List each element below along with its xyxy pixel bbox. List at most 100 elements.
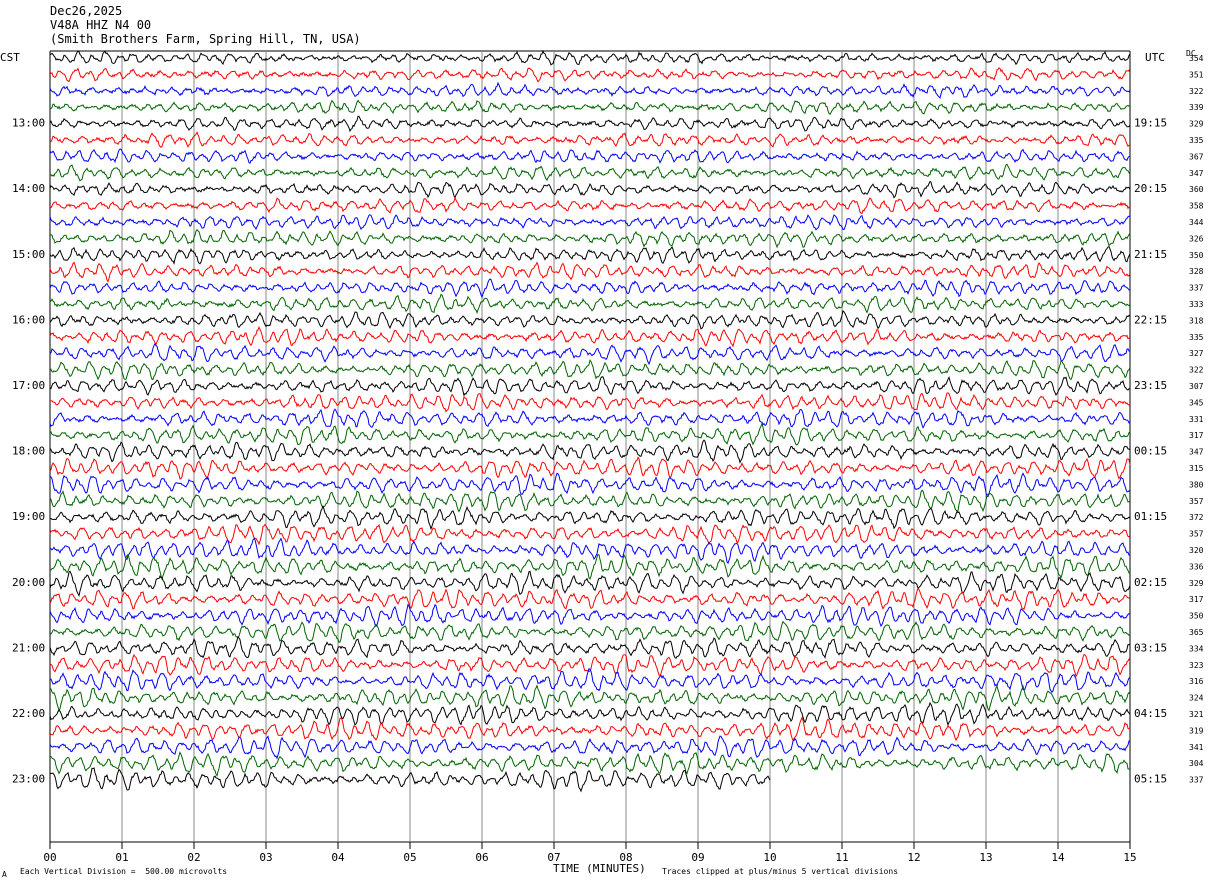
right-hour-label: 03:15 <box>1134 641 1167 654</box>
left-hour-label: 13:00 <box>12 117 45 130</box>
x-tick-label: 08 <box>619 851 632 864</box>
left-hour-label: 23:00 <box>12 773 45 786</box>
left-timezone-label: CST <box>0 51 20 64</box>
seismogram-trace <box>49 325 1131 348</box>
right-hour-label: 21:15 <box>1134 248 1167 261</box>
dc-offset-label: 380 <box>1189 480 1204 489</box>
x-tick-label: 00 <box>43 851 56 864</box>
right-hour-label: 19:15 <box>1134 117 1167 130</box>
dc-offset-label: 321 <box>1189 710 1204 719</box>
dc-offset-label: 357 <box>1189 497 1204 506</box>
x-tick-label: 01 <box>115 851 128 864</box>
dc-offset-label: 350 <box>1189 612 1204 621</box>
dc-offset-label: 344 <box>1189 218 1204 227</box>
left-hour-label: 20:00 <box>12 576 45 589</box>
dc-offset-label: 335 <box>1189 136 1204 145</box>
seismogram-trace <box>49 537 1131 565</box>
dc-offset-label: 316 <box>1189 677 1204 686</box>
division-note: Each Vertical Division = 500.00 microvol… <box>20 867 228 876</box>
seismogram-trace <box>50 504 1131 531</box>
dc-offset-label: 365 <box>1189 628 1204 637</box>
seismogram-trace <box>49 684 1131 713</box>
seismogram-trace <box>49 131 1131 148</box>
left-hour-label: 17:00 <box>12 379 45 392</box>
dc-offset-label: 304 <box>1189 759 1204 768</box>
seismogram-trace <box>49 751 1131 777</box>
dc-offset-label: 317 <box>1189 431 1204 440</box>
dc-offset-label: 333 <box>1189 300 1204 309</box>
left-hour-label: 16:00 <box>12 313 45 326</box>
right-timezone-label: UTC <box>1145 51 1165 64</box>
seismogram-trace <box>49 735 1131 760</box>
left-hour-label: 21:00 <box>12 641 45 654</box>
dc-offset-label: 357 <box>1189 530 1204 539</box>
seismogram-trace <box>49 376 1131 397</box>
x-tick-label: 14 <box>1051 851 1065 864</box>
seismogram-trace <box>49 309 1131 330</box>
x-tick-label: 10 <box>763 851 776 864</box>
seismogram-trace <box>49 278 1131 299</box>
clip-note: Traces clipped at plus/minus 5 vertical … <box>662 867 899 876</box>
dc-offset-label: 360 <box>1189 185 1204 194</box>
dc-offset-label: 337 <box>1189 284 1204 293</box>
right-hour-label: 23:15 <box>1134 379 1167 392</box>
seismogram-trace <box>49 293 1131 315</box>
seismogram-trace <box>49 456 1131 480</box>
left-hour-label: 15:00 <box>12 248 45 261</box>
seismogram-trace <box>49 489 1131 513</box>
x-axis-label: TIME (MINUTES) <box>553 862 646 875</box>
dc-offset-label: 350 <box>1189 251 1204 260</box>
right-hour-label: 05:15 <box>1134 773 1167 786</box>
x-tick-label: 11 <box>835 851 848 864</box>
dc-offset-label: 372 <box>1189 513 1204 522</box>
left-hour-label: 22:00 <box>12 707 45 720</box>
seismogram-trace <box>49 392 1131 413</box>
seismogram-trace <box>49 115 1131 133</box>
x-tick-label: 04 <box>331 851 345 864</box>
station-label: V48A HHZ N4 00 <box>50 18 152 32</box>
seismogram-trace <box>49 49 1131 66</box>
seismogram-trace <box>49 342 1131 366</box>
dc-offset-label: 326 <box>1189 234 1204 243</box>
right-hour-label: 00:15 <box>1134 445 1167 458</box>
seismogram-trace <box>49 261 1131 283</box>
dc-offset-label: 336 <box>1189 562 1204 571</box>
dc-offset-label: 331 <box>1189 415 1204 424</box>
x-tick-label: 15 <box>1123 851 1136 864</box>
left-hour-label: 14:00 <box>12 182 45 195</box>
dc-offset-label: 315 <box>1189 464 1204 473</box>
dc-offset-label: 328 <box>1189 267 1204 276</box>
seismogram-trace <box>49 620 1131 643</box>
right-hour-label: 04:15 <box>1134 707 1167 720</box>
dc-offset-label: 367 <box>1189 152 1204 161</box>
seismogram-trace <box>49 81 1131 99</box>
dc-offset-label: 347 <box>1189 169 1204 178</box>
dc-offset-label: 337 <box>1189 776 1204 785</box>
seismogram-trace <box>49 523 1131 546</box>
dc-offset-label: 339 <box>1189 103 1204 112</box>
seismogram-trace <box>49 716 1131 742</box>
x-tick-label: 07 <box>547 851 560 864</box>
left-hour-label: 18:00 <box>12 445 45 458</box>
seismogram-trace <box>49 570 1131 598</box>
dc-offset-label: 335 <box>1189 333 1204 342</box>
right-hour-label: 20:15 <box>1134 182 1167 195</box>
dc-offset-label: 324 <box>1189 694 1204 703</box>
seismogram-trace <box>49 408 1131 429</box>
dc-offset-label: 327 <box>1189 349 1204 358</box>
seismogram-trace <box>49 553 1131 581</box>
right-hour-label: 01:15 <box>1134 510 1167 523</box>
seismogram-trace <box>49 196 1131 215</box>
x-tick-label: 02 <box>187 851 200 864</box>
seismogram-trace <box>49 180 1131 200</box>
dc-offset-label: 320 <box>1189 546 1204 555</box>
seismogram-trace <box>49 767 771 793</box>
seismogram-trace <box>49 667 1131 693</box>
seismogram-trace <box>49 635 1131 660</box>
seismogram-trace <box>49 587 1131 611</box>
right-hour-label: 22:15 <box>1134 313 1167 326</box>
dc-offset-label: 322 <box>1189 366 1204 375</box>
seismogram-trace <box>49 214 1131 231</box>
x-tick-label: 06 <box>475 851 488 864</box>
